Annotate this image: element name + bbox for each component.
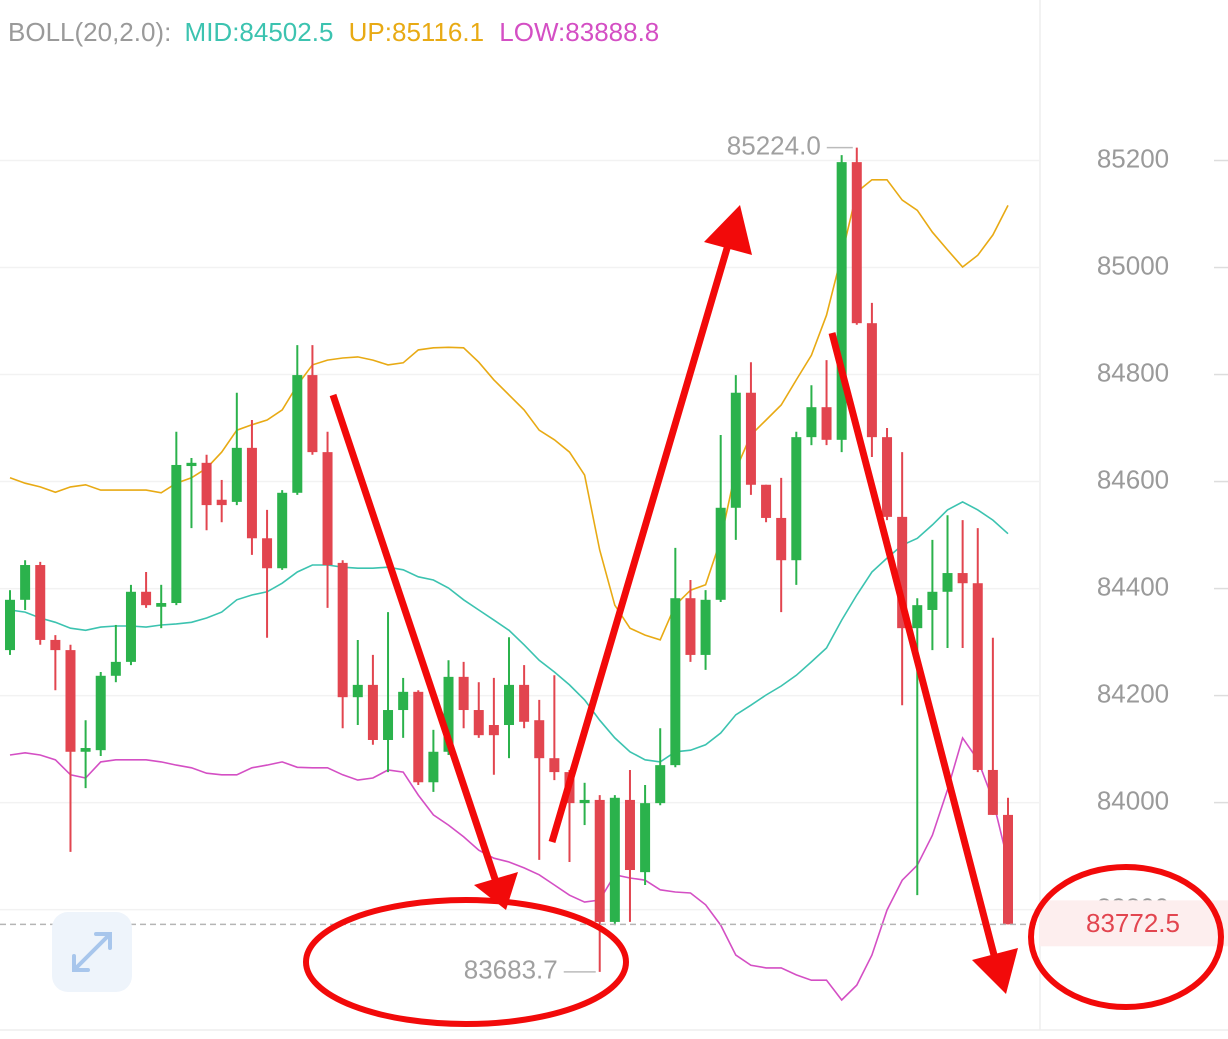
candle-body xyxy=(95,675,106,751)
candle-body xyxy=(519,684,530,722)
candle-body xyxy=(987,769,998,815)
candle-body xyxy=(277,492,288,569)
max-marker-label: 85224.0 xyxy=(727,131,821,161)
expand-icon xyxy=(72,932,112,972)
arrow-shaft xyxy=(548,244,732,843)
candle-body xyxy=(594,799,605,922)
candle-body xyxy=(216,499,227,506)
candle-body xyxy=(549,758,560,773)
candle-body xyxy=(791,437,802,561)
candle-body xyxy=(488,725,499,736)
arrow-head xyxy=(704,205,752,255)
candle-body xyxy=(125,591,136,662)
candle-body xyxy=(156,603,167,607)
indicator-label: BOLL(20,2.0): xyxy=(8,17,171,47)
candle-body xyxy=(745,392,756,485)
candle-body xyxy=(624,799,635,871)
arrow-shaft xyxy=(329,393,500,884)
candle-body xyxy=(776,517,787,561)
legend-up: UP:85116.1 xyxy=(349,17,484,47)
candle-body xyxy=(670,598,681,766)
candle-body xyxy=(655,765,666,804)
y-tick-label: 85200 xyxy=(1097,143,1169,173)
candle-body xyxy=(398,691,409,711)
overlay: 85224.0 83683.7 83772.5 xyxy=(0,131,1228,985)
candle-body xyxy=(1003,814,1013,925)
band-line xyxy=(9,736,1009,1002)
candle-body xyxy=(882,437,893,517)
y-tick-label: 84200 xyxy=(1097,678,1169,708)
candle-body xyxy=(80,748,91,752)
legend-mid: MID:84502.5 xyxy=(185,17,334,47)
candles xyxy=(5,147,1013,972)
y-tick-label: 84400 xyxy=(1097,571,1169,601)
candle-body xyxy=(171,464,182,604)
candle-body xyxy=(201,462,212,506)
legend: BOLL(20,2.0): MID:84502.5 UP:85116.1 LOW… xyxy=(8,17,659,47)
candle-body xyxy=(836,162,847,440)
candle-body xyxy=(957,573,968,584)
candle-body xyxy=(458,676,469,711)
candle-body xyxy=(35,565,46,640)
candle-body xyxy=(700,599,711,655)
candle-body xyxy=(927,591,938,610)
band-line xyxy=(9,500,1009,763)
candle-body xyxy=(685,598,696,655)
candle-body xyxy=(50,639,61,651)
candle-body xyxy=(367,684,378,740)
candle-body xyxy=(730,392,741,508)
last-price-label: 83772.5 xyxy=(1086,908,1180,938)
candle-body xyxy=(352,684,363,698)
candle-body xyxy=(715,507,726,600)
candle-body xyxy=(307,375,318,453)
candle-body xyxy=(866,323,877,438)
annotations xyxy=(303,205,1224,1027)
candle-body xyxy=(337,562,348,698)
candle-body xyxy=(5,599,15,651)
candle-body xyxy=(761,484,772,518)
candle-body xyxy=(821,407,832,440)
candle-body xyxy=(806,407,817,438)
candle-body xyxy=(473,710,484,736)
candle-body xyxy=(428,751,439,783)
candle-body xyxy=(65,650,76,752)
y-tick-label: 84800 xyxy=(1097,357,1169,387)
candle-body xyxy=(110,661,121,676)
candle-body xyxy=(141,591,152,606)
candle-body xyxy=(443,676,454,752)
candle-body xyxy=(897,516,908,629)
candle-body xyxy=(383,710,394,740)
candle-body xyxy=(640,803,651,873)
circle-annotation xyxy=(303,897,629,1027)
grid: 8380084000842008440084600848008500085200 xyxy=(0,143,1228,922)
y-tick-label: 84000 xyxy=(1097,785,1169,815)
min-marker-label: 83683.7 xyxy=(464,955,558,985)
expand-button[interactable] xyxy=(52,912,132,992)
candle-body xyxy=(942,573,953,592)
last-price-box xyxy=(1040,900,1228,947)
candle-body xyxy=(322,452,333,566)
arrow-shaft xyxy=(828,332,998,956)
candle-body xyxy=(851,162,862,324)
legend-low: LOW:83888.8 xyxy=(499,17,659,47)
y-tick-label: 85000 xyxy=(1097,250,1169,280)
candle-body xyxy=(292,375,303,493)
circle-annotation xyxy=(1028,864,1224,1010)
arrow-head xyxy=(474,872,518,910)
candle-body xyxy=(20,565,31,600)
candle-body xyxy=(231,447,242,502)
candle-body xyxy=(609,797,620,922)
candle-body xyxy=(246,447,257,539)
candle-body xyxy=(579,799,590,804)
candle-body xyxy=(912,605,923,629)
candle-body xyxy=(504,684,514,726)
candle-body xyxy=(413,691,424,783)
candle-body xyxy=(262,538,273,569)
arrow-head xyxy=(972,948,1018,994)
y-tick-label: 84600 xyxy=(1097,464,1169,494)
candle-body xyxy=(534,720,545,759)
candle-body xyxy=(972,583,983,770)
candle-body xyxy=(186,462,197,467)
